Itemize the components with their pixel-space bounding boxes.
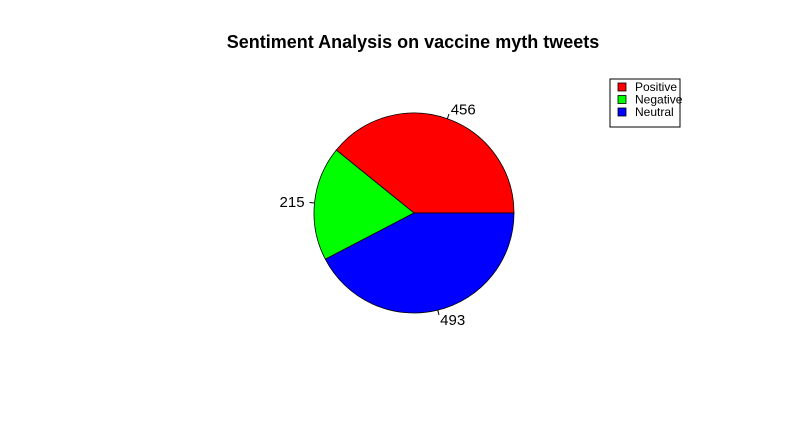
slice-value-labels: 456 215 493 bbox=[280, 101, 476, 329]
legend-swatch-positive bbox=[617, 82, 627, 92]
legend-swatch-negative bbox=[617, 95, 627, 104]
legend-swatch-neutral bbox=[617, 107, 627, 117]
slice-value-label-positive: 456 bbox=[451, 101, 476, 118]
slice-value-label-neutral: 493 bbox=[440, 312, 465, 329]
legend-label-negative: Negative bbox=[635, 93, 683, 107]
slice-value-label-negative: 215 bbox=[280, 194, 305, 211]
slice-label-tick-positive bbox=[446, 113, 450, 119]
legend-label-positive: Positive bbox=[635, 80, 677, 94]
pie-slices bbox=[313, 112, 515, 314]
chart-title: Sentiment Analysis on vaccine myth tweet… bbox=[227, 32, 599, 52]
legend-label-neutral: Neutral bbox=[635, 105, 674, 119]
pie-slice-neutral bbox=[324, 212, 515, 314]
slice-label-tick-neutral bbox=[437, 310, 440, 316]
